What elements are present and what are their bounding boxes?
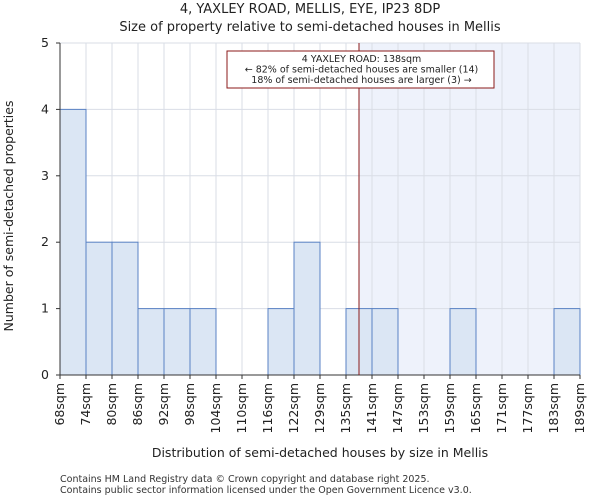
y-tick-labels: 0 1 2 3 4 5 (41, 35, 49, 382)
y-tick-label: 2 (41, 234, 49, 249)
footer-line-2: Contains public sector information licen… (60, 485, 472, 496)
x-tick-label: 74sqm (78, 383, 93, 426)
bar (449, 308, 477, 376)
annotation-box (226, 50, 495, 89)
bar (137, 308, 165, 376)
bar (371, 308, 399, 376)
x-tick-label: 165sqm (468, 383, 483, 433)
x-tick-label: 68sqm (52, 383, 67, 426)
x-tick-label: 116sqm (260, 383, 275, 433)
x-tick-labels: 68sqm 74sqm 80sqm 86sqm 92sqm 98sqm 104sqm 110s… (52, 383, 587, 433)
y-tick-label: 3 (41, 168, 49, 183)
x-tick-label: 141sqm (364, 383, 379, 433)
x-tick-label: 129sqm (312, 383, 327, 433)
x-tick-label: 122sqm (286, 383, 301, 433)
x-tick-label: 135sqm (338, 383, 353, 433)
x-tick-label: 177sqm (520, 383, 535, 433)
x-tick-label: 86sqm (130, 383, 145, 426)
y-tick-label: 1 (41, 301, 49, 316)
x-tick-label: 171sqm (494, 383, 509, 433)
bar (85, 241, 113, 376)
x-tick-label: 92sqm (156, 383, 171, 426)
x-tick-label: 98sqm (182, 383, 197, 426)
x-tick-label: 147sqm (390, 383, 405, 433)
bar (163, 308, 191, 376)
x-tick-label: 183sqm (546, 383, 561, 433)
y-tick-label: 0 (41, 367, 49, 382)
chart-title: 4, YAXLEY ROAD, MELLIS, EYE, IP23 8DP (180, 2, 441, 17)
x-tick-label: 80sqm (104, 383, 119, 426)
property-marker: 4 YAXLEY ROAD: 138sqm← 82% of semi-detac… (226, 43, 495, 375)
chart-subtitle: Size of property relative to semi-detach… (119, 20, 501, 35)
annotation-line: 18% of semi-detached houses are larger (… (251, 75, 471, 86)
x-tick-label: 189sqm (572, 383, 587, 433)
y-tick-label: 4 (41, 101, 49, 116)
x-tick-label: 110sqm (234, 383, 249, 433)
footer-line-1: Contains HM Land Registry data © Crown c… (60, 474, 430, 485)
x-axis-label: Distribution of semi-detached houses by … (152, 445, 488, 460)
bar (267, 308, 295, 376)
bars (59, 108, 581, 376)
x-tick-label: 153sqm (416, 383, 431, 433)
y-axis-label: Number of semi-detached properties (1, 101, 16, 332)
x-tick-label: 104sqm (208, 383, 223, 433)
axes (56, 42, 581, 379)
bar (111, 241, 139, 376)
annotation-line: ← 82% of semi-detached houses are smalle… (245, 65, 479, 76)
bar (189, 308, 217, 376)
annotation-line: 4 YAXLEY ROAD: 138sqm (302, 54, 422, 65)
bar (553, 308, 581, 376)
bar (293, 241, 321, 376)
y-tick-label: 5 (41, 35, 49, 50)
bar (59, 108, 87, 376)
x-tick-label: 159sqm (442, 383, 457, 433)
